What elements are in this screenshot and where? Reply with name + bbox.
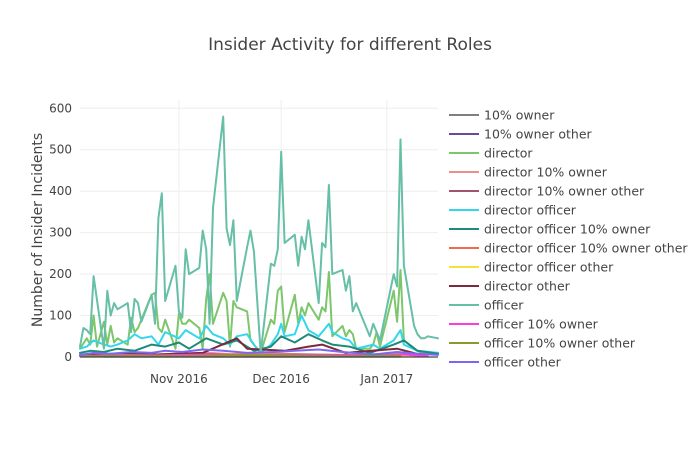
y-tick-label: 200 <box>49 267 72 281</box>
series-line-7[interactable] <box>79 333 439 355</box>
y-tick-label: 300 <box>49 226 72 240</box>
series-line-11[interactable] <box>79 115 439 354</box>
legend-item[interactable]: director 10% owner <box>449 165 608 180</box>
chart-title: Insider Activity for different Roles <box>208 35 492 55</box>
legend-label: director <box>484 146 533 161</box>
legend-item[interactable]: officer other <box>449 355 562 370</box>
legend-item[interactable]: officer <box>449 298 524 313</box>
x-tick-label: Jan 2017 <box>359 372 413 386</box>
legend-item[interactable]: director 10% owner other <box>449 184 645 199</box>
plot-area[interactable] <box>79 115 439 358</box>
legend-item[interactable]: director officer 10% owner other <box>449 241 688 256</box>
legend-item[interactable]: director officer <box>449 203 577 218</box>
legend-label: officer <box>484 298 524 313</box>
legend-item[interactable]: 10% owner <box>449 108 555 123</box>
series-line-13[interactable] <box>82 354 402 358</box>
x-tick-label: Nov 2016 <box>150 372 208 386</box>
y-axis-title: Number of Insider Incidents <box>30 133 46 327</box>
legend-label: 10% owner other <box>484 127 593 142</box>
legend-label: director other <box>484 279 571 294</box>
legend-item[interactable]: director other <box>449 279 571 294</box>
legend-label: officer 10% owner other <box>484 336 636 351</box>
legend-item[interactable]: director officer other <box>449 260 614 275</box>
legend-item[interactable]: director <box>449 146 533 161</box>
legend-label: director officer <box>484 203 577 218</box>
y-tick-label: 400 <box>49 184 72 198</box>
y-tick-label: 100 <box>49 309 72 323</box>
grid <box>80 100 438 357</box>
y-tick-label: 600 <box>49 101 72 115</box>
y-tick-label: 500 <box>49 143 72 157</box>
legend-item[interactable]: officer 10% owner other <box>449 336 636 351</box>
legend[interactable]: 10% owner 10% owner other director directo… <box>449 108 688 370</box>
legend-item[interactable]: director officer 10% owner <box>449 222 651 237</box>
series-line-14[interactable] <box>79 348 439 356</box>
legend-label: director officer 10% owner other <box>484 241 688 256</box>
legend-label: director 10% owner <box>484 165 608 180</box>
axes: 0 100 200 300 400 500 600 Nov 2016 Dec 2016 Jan 2… <box>49 101 438 386</box>
legend-item[interactable]: 10% owner other <box>449 127 593 142</box>
y-tick-label: 0 <box>64 350 72 364</box>
legend-label: director officer 10% owner <box>484 222 651 237</box>
legend-label: 10% owner <box>484 108 555 123</box>
legend-label: director officer other <box>484 260 614 275</box>
legend-item[interactable]: officer 10% owner <box>449 317 599 332</box>
legend-label: director 10% owner other <box>484 184 645 199</box>
legend-label: officer 10% owner <box>484 317 599 332</box>
legend-label: officer other <box>484 355 562 370</box>
x-tick-label: Dec 2016 <box>252 372 310 386</box>
